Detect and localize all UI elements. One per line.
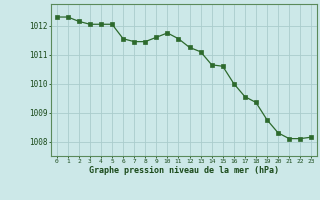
- X-axis label: Graphe pression niveau de la mer (hPa): Graphe pression niveau de la mer (hPa): [89, 166, 279, 175]
